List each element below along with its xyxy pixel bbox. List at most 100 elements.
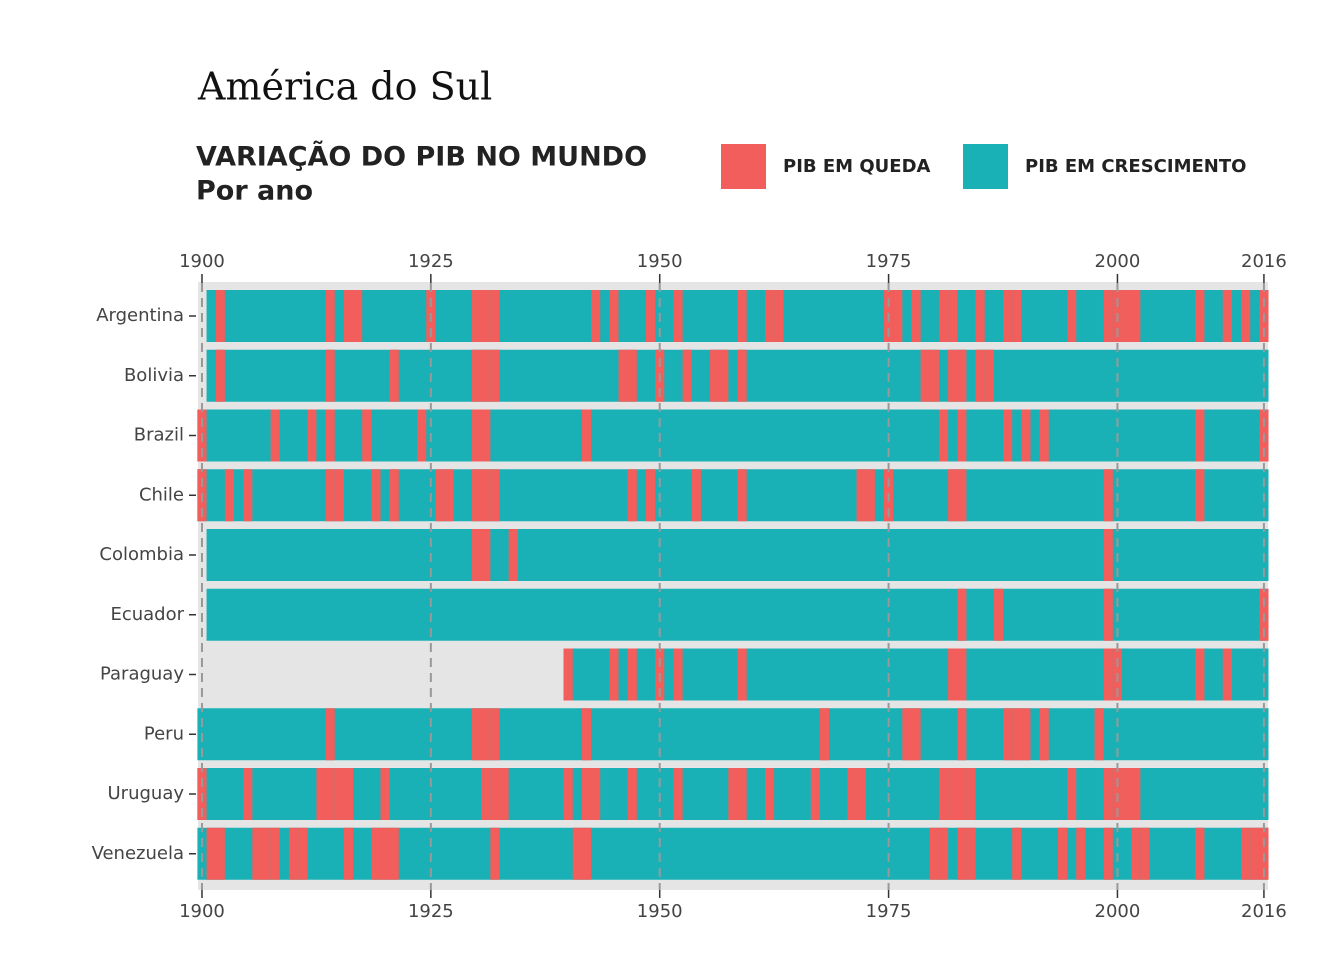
- decline-cell: [472, 409, 482, 462]
- growth-bar: [206, 588, 1269, 641]
- decline-cell: [764, 290, 775, 342]
- decline-cell: [325, 708, 335, 761]
- decline-cell: [343, 768, 354, 820]
- decline-cell: [774, 290, 784, 342]
- decline-cell: [938, 409, 949, 462]
- decline-cell: [591, 290, 601, 342]
- decline-cell: [673, 768, 683, 820]
- decline-cell: [1241, 827, 1251, 880]
- decline-cell: [911, 290, 921, 342]
- decline-cell: [224, 469, 235, 522]
- decline-cell: [627, 349, 637, 402]
- decline-cell: [682, 349, 692, 402]
- decline-cell: [389, 469, 399, 522]
- legend-swatch: [963, 144, 1008, 189]
- decline-cell: [957, 708, 967, 761]
- decline-cell: [325, 469, 335, 522]
- x-tick-label: 1925: [408, 901, 454, 922]
- decline-cell: [984, 349, 994, 402]
- decline-cell: [1103, 290, 1113, 342]
- decline-cell: [481, 768, 491, 820]
- decline-cell: [1103, 768, 1113, 820]
- decline-cell: [1003, 290, 1013, 342]
- decline-cell: [618, 349, 628, 402]
- decline-cell: [1076, 827, 1086, 880]
- legend-label: PIB EM QUEDA: [783, 156, 931, 177]
- decline-cell: [215, 827, 225, 880]
- decline-cell: [847, 768, 857, 820]
- decline-cell: [920, 349, 930, 402]
- decline-cell: [572, 827, 582, 880]
- decline-cell: [957, 588, 967, 641]
- decline-cell: [1103, 469, 1113, 522]
- decline-cell: [371, 469, 381, 522]
- decline-cell: [609, 648, 619, 701]
- decline-cell: [472, 290, 482, 342]
- decline-cell: [737, 768, 747, 820]
- decline-cell: [563, 648, 573, 701]
- decline-cell: [481, 469, 491, 522]
- growth-bar: [563, 648, 1269, 701]
- decline-cell: [1195, 290, 1205, 342]
- chart-subtitle: VARIAÇÃO DO PIB NO MUNDO: [196, 141, 647, 173]
- y-tick-label: Chile: [139, 484, 184, 505]
- y-tick-label: Bolivia: [124, 365, 184, 386]
- decline-cell: [856, 469, 866, 522]
- decline-cell: [957, 648, 967, 701]
- decline-cell: [1122, 290, 1132, 342]
- decline-cell: [957, 827, 967, 880]
- decline-cell: [902, 708, 912, 761]
- decline-cell: [389, 349, 399, 402]
- x-tick-label: 1950: [637, 901, 683, 922]
- y-tick-label: Peru: [144, 723, 184, 744]
- decline-cell: [948, 768, 958, 820]
- decline-cell: [490, 290, 500, 342]
- growth-bar: [197, 409, 1269, 462]
- decline-cell: [252, 827, 262, 880]
- decline-cell: [1039, 409, 1049, 462]
- decline-cell: [691, 469, 701, 522]
- decline-cell: [1131, 290, 1141, 342]
- decline-cell: [975, 349, 985, 402]
- decline-cell: [856, 768, 866, 820]
- x-tick-label: 1975: [866, 901, 912, 922]
- decline-cell: [1094, 708, 1104, 761]
- x-tick-label: 1925: [408, 251, 454, 272]
- decline-cell: [957, 409, 967, 462]
- decline-cell: [490, 349, 500, 402]
- decline-cell: [819, 708, 830, 761]
- decline-cell: [1140, 827, 1150, 880]
- decline-cell: [444, 469, 454, 522]
- x-tick-label: 1950: [637, 251, 683, 272]
- decline-cell: [1012, 827, 1022, 880]
- decline-cell: [334, 469, 344, 522]
- decline-cell: [673, 648, 683, 701]
- decline-cell: [307, 409, 317, 462]
- decline-cell: [481, 708, 491, 761]
- decline-cell: [298, 827, 308, 880]
- decline-cell: [1250, 827, 1260, 880]
- decline-cell: [929, 349, 939, 402]
- decline-cell: [1131, 827, 1141, 880]
- decline-cell: [1222, 290, 1232, 342]
- decline-cell: [1003, 409, 1013, 462]
- decline-cell: [1003, 708, 1013, 761]
- decline-cell: [627, 768, 637, 820]
- decline-cell: [627, 469, 637, 522]
- legend-label: PIB EM CRESCIMENTO: [1025, 156, 1246, 177]
- decline-cell: [1057, 827, 1068, 880]
- y-tick-label: Ecuador: [110, 604, 184, 625]
- decline-cell: [737, 469, 747, 522]
- decline-cell: [353, 290, 363, 342]
- decline-cell: [1012, 708, 1022, 761]
- y-tick-label: Venezuela: [92, 843, 184, 864]
- x-tick-label: 2000: [1095, 901, 1141, 922]
- y-tick-label: Brazil: [134, 425, 184, 446]
- decline-cell: [508, 529, 518, 581]
- y-tick-label: Argentina: [96, 305, 184, 326]
- decline-cell: [481, 290, 491, 342]
- decline-cell: [1222, 648, 1232, 701]
- chart-title: América do Sul: [197, 65, 492, 109]
- decline-cell: [316, 768, 326, 820]
